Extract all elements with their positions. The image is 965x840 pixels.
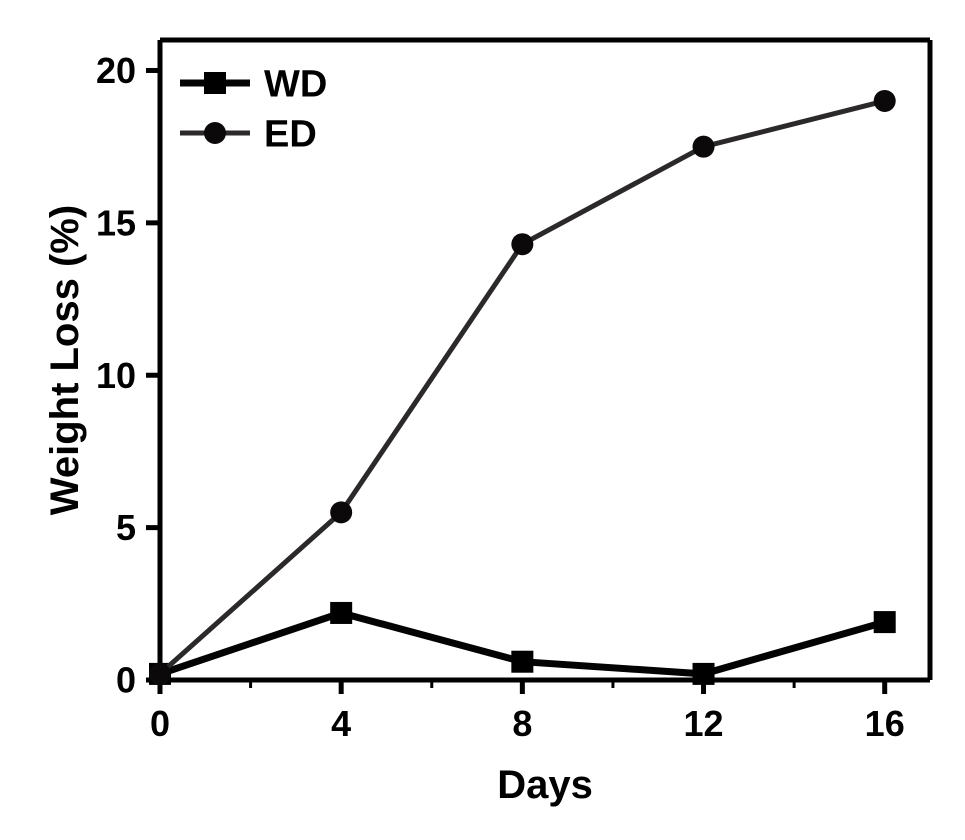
series-marker-WD [511,651,533,673]
y-tick-label: 10 [96,355,136,396]
series-marker-WD [693,663,715,685]
series-marker-ED [693,136,715,158]
y-tick-label: 20 [96,50,136,91]
y-tick-label: 5 [116,507,136,548]
chart-container: 0 4 8 12 16 0 5 10 15 20 Days Weight Loss (%) WD ED [0,0,965,840]
x-tick-label: 0 [150,703,170,744]
series-marker-ED [511,233,533,255]
y-tick-label: 0 [116,660,136,701]
x-tick-label: 12 [684,703,724,744]
x-tick-label: 4 [331,703,351,744]
chart-background [0,0,965,840]
y-tick-label: 15 [96,202,136,243]
y-axis-label: Weight Loss (%) [43,205,87,515]
x-tick-label: 16 [865,703,905,744]
series-marker-ED [149,663,171,685]
series-marker-ED [874,90,896,112]
legend-marker-ED [204,122,226,144]
series-marker-ED [330,501,352,523]
x-tick-label: 8 [512,703,532,744]
x-axis-label: Days [497,763,593,807]
legend-marker-WD [204,72,226,94]
weight-loss-chart: 0 4 8 12 16 0 5 10 15 20 Days Weight Loss (%) WD ED [0,0,965,840]
legend-label-WD: WD [264,63,327,105]
legend-label-ED: ED [264,113,317,155]
series-marker-WD [330,602,352,624]
series-marker-WD [874,611,896,633]
